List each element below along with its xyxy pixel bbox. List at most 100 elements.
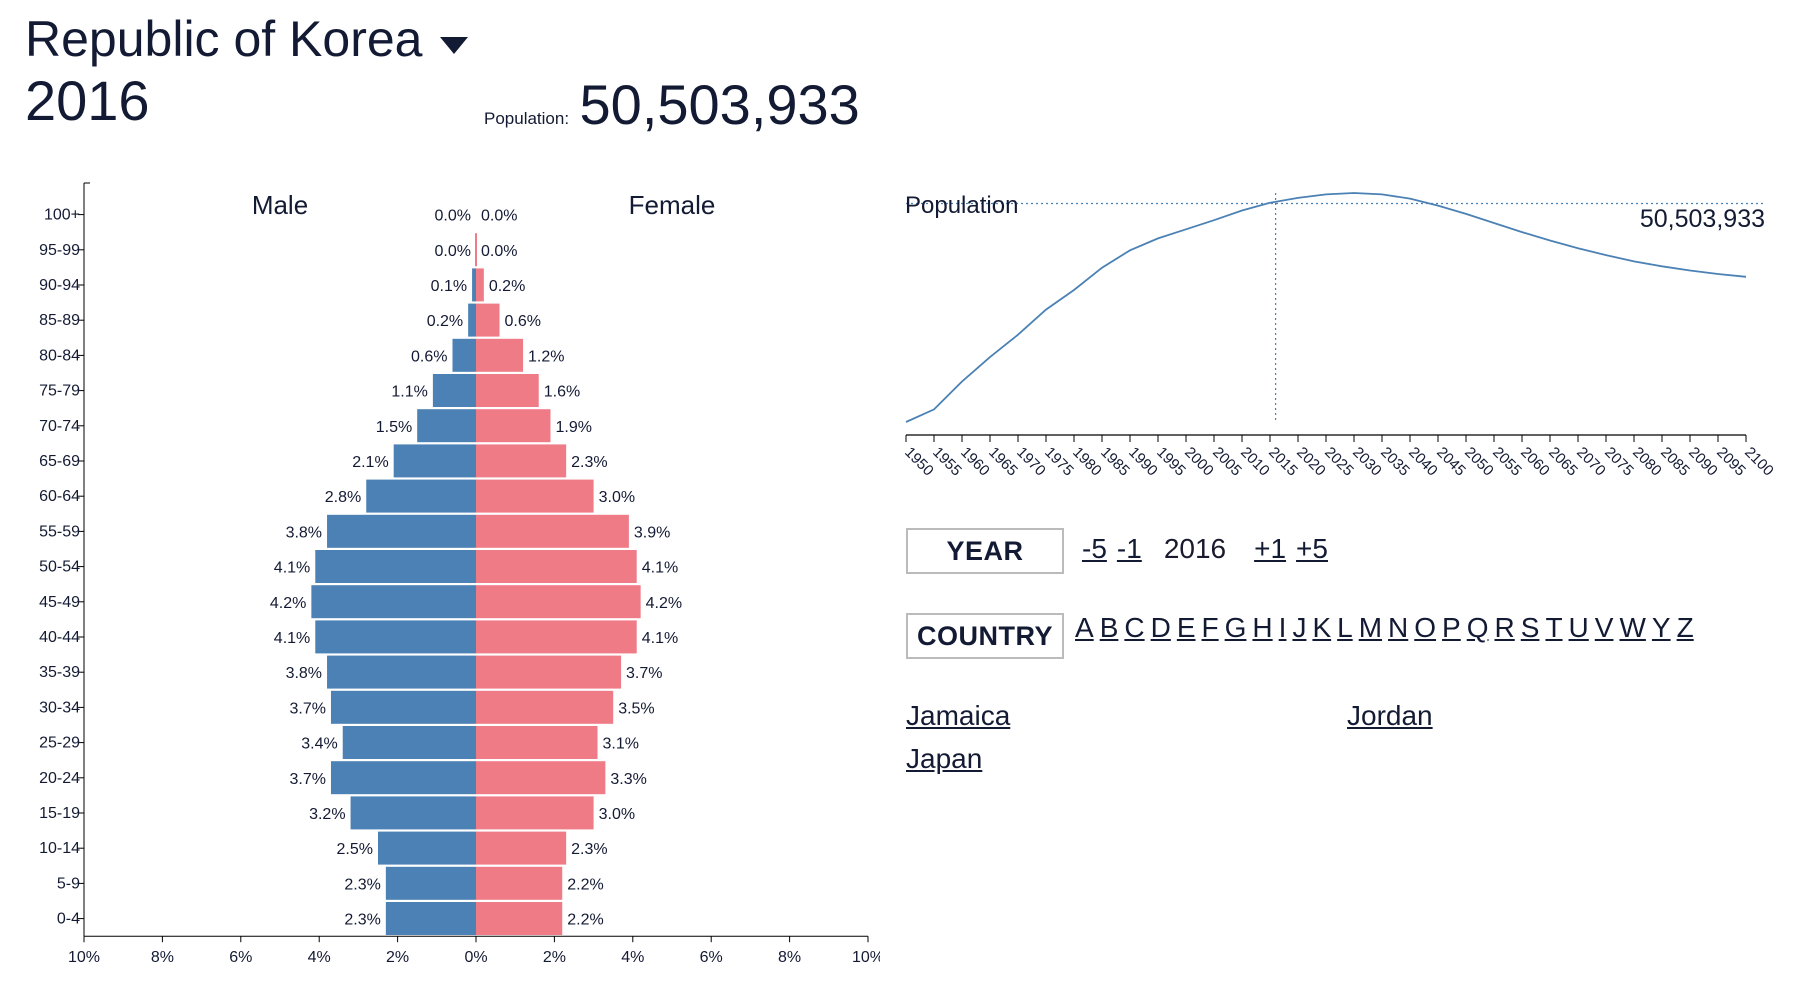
female-bar [476,831,567,865]
letter-link-j[interactable]: J [1292,612,1307,643]
letter-link-h[interactable]: H [1252,612,1273,643]
male-value-label: 0.1% [431,278,467,295]
male-value-label: 1.1% [391,384,427,401]
year-plus1-link[interactable]: +1 [1254,533,1287,564]
letter-link-g[interactable]: G [1224,612,1247,643]
male-value-label: 0.0% [435,243,471,260]
female-value-label: 2.2% [567,876,603,893]
letter-link-v[interactable]: V [1594,612,1614,643]
letter-link-p[interactable]: P [1442,612,1461,643]
country-link-jamaica[interactable]: Jamaica [906,700,1011,731]
line-x-tick-label: 2090 [1685,444,1721,480]
letter-link-b[interactable]: B [1099,612,1119,643]
population-pyramid-chart: Male Female 100+ 0.0% 0.0% 95-99 0.0% 0.0% 90-94… [39,182,880,966]
line-x-tick-label: 2085 [1657,444,1693,480]
pyramid-x-tick-label: 8% [151,949,174,966]
line-x-tick-label: 2010 [1237,444,1273,480]
age-label: 50-54 [39,559,80,576]
male-bar [327,514,476,548]
letter-link-t[interactable]: T [1545,612,1563,643]
country-link-jordan[interactable]: Jordan [1347,700,1433,731]
female-value-label: 3.5% [618,700,654,717]
line-x-tick-label: 2020 [1293,444,1329,480]
female-bar [476,268,484,302]
line-x-tick-label: 2045 [1433,444,1469,480]
male-value-label: 4.2% [270,595,306,612]
year-minus1-link[interactable]: -1 [1116,533,1142,564]
letter-link-k[interactable]: K [1312,612,1332,643]
letter-link-i[interactable]: I [1278,612,1287,643]
letter-link-c[interactable]: C [1124,612,1145,643]
male-bar [315,550,476,583]
line-x-tick-label: 1950 [901,444,937,480]
letter-link-r[interactable]: R [1494,612,1515,643]
female-value-label: 1.9% [555,419,591,436]
male-bar [366,479,476,513]
female-bar [476,902,563,935]
letter-link-y[interactable]: Y [1651,612,1671,643]
pyramid-x-tick-label: 10% [68,949,100,966]
male-bar [350,796,476,830]
female-value-label: 3.7% [626,665,662,682]
male-value-label: 3.7% [289,771,325,788]
line-x-tick-label: 1985 [1097,444,1133,480]
age-label: 90-94 [39,277,80,294]
age-label: 95-99 [39,242,80,259]
female-bar [476,726,598,759]
female-bar [476,550,637,583]
country-label-box: COUNTRY [906,613,1064,659]
pyramid-x-tick-label: 2% [543,949,566,966]
country-link-japan[interactable]: Japan [906,743,983,774]
letter-link-n[interactable]: N [1388,612,1409,643]
year-minus5-link[interactable]: -5 [1082,533,1107,564]
line-x-tick-label: 1995 [1153,444,1189,480]
female-value-label: 0.6% [505,313,541,330]
marker-value-label: 50,503,933 [1640,205,1765,233]
line-x-tick-label: 2095 [1713,444,1749,480]
letter-link-f[interactable]: F [1201,612,1219,643]
age-label: 20-24 [39,770,80,787]
line-x-tick-label: 2000 [1181,444,1217,480]
age-label: 10-14 [39,840,80,857]
caret-down-icon[interactable] [440,36,469,54]
line-x-tick-label: 2080 [1629,444,1665,480]
line-x-tick-label: 2060 [1517,444,1553,480]
country-selector[interactable]: Republic of Korea [25,10,469,68]
letter-link-l[interactable]: L [1337,612,1353,643]
female-bar [476,761,606,795]
letter-link-o[interactable]: O [1414,612,1437,643]
male-bar [452,338,476,372]
letter-link-w[interactable]: W [1619,612,1646,643]
pyramid-x-tick-label: 4% [308,949,331,966]
pyramid-x-tick-label: 6% [229,949,252,966]
line-x-tick-label: 2070 [1573,444,1609,480]
female-value-label: 4.1% [642,630,678,647]
country-title: Republic of Korea [25,11,423,67]
age-label: 40-44 [39,629,80,646]
male-bar [330,690,476,724]
male-value-label: 3.8% [286,665,322,682]
letter-link-d[interactable]: D [1150,612,1171,643]
letter-link-s[interactable]: S [1520,612,1540,643]
letter-link-e[interactable]: E [1176,612,1196,643]
letter-link-u[interactable]: U [1568,612,1589,643]
female-value-label: 1.2% [528,348,564,365]
male-bar [378,831,476,865]
year-plus5-link[interactable]: +5 [1296,533,1328,564]
line-x-tick-label: 1990 [1125,444,1161,480]
age-label: 55-59 [39,523,80,540]
line-x-tick-label: 2065 [1545,444,1581,480]
letter-link-z[interactable]: Z [1676,612,1694,643]
male-value-label: 3.8% [286,524,322,541]
line-chart-title: Population [905,192,1018,219]
female-value-label: 2.3% [571,841,607,858]
age-label: 30-34 [39,699,80,716]
male-bar [327,655,476,689]
year-label-box: YEAR [906,528,1064,574]
letter-link-a[interactable]: A [1075,612,1094,643]
letter-link-m[interactable]: M [1358,612,1383,643]
female-bar [476,514,629,548]
male-bar [330,761,476,795]
letter-link-q[interactable]: Q [1466,612,1489,643]
female-bar [476,655,622,689]
